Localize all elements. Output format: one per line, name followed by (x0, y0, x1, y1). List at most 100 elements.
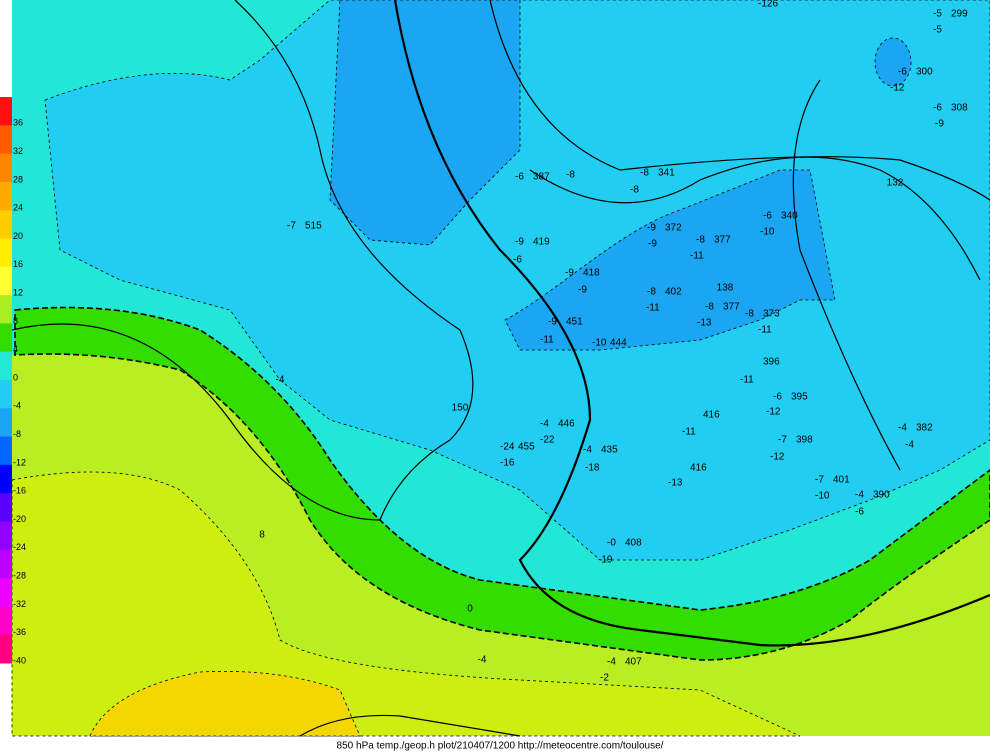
station-temp: -12 (770, 452, 785, 463)
station-temp: -9 (647, 223, 656, 234)
colorbar-swatch (0, 153, 12, 183)
station-temp: -12 (890, 83, 905, 94)
station-temp: -9 (515, 237, 524, 248)
station-height: 416 (703, 410, 720, 421)
station-temp: -11 (690, 251, 704, 262)
colorbar-label: 20 (13, 231, 23, 241)
colorbar-label: 12 (13, 287, 23, 297)
colorbar-swatch (0, 521, 12, 551)
contour-label: -4 (478, 655, 487, 666)
colorbar-label: 16 (13, 259, 23, 269)
station-height: 395 (791, 392, 808, 403)
station-temp: -4 (898, 423, 907, 434)
station-temp: -5 (933, 25, 942, 36)
geopotential-lines (11, 0, 990, 737)
colorbar-label: -24 (13, 542, 26, 552)
zone-minus4-to-minus8 (44, 0, 990, 561)
station-temp: -18 (585, 463, 600, 474)
station-height: 396 (763, 357, 780, 368)
station-temp: -22 (540, 435, 555, 446)
contour-labels: 0 -4 -4 8 150 132 138 -126 (259, 0, 904, 666)
zone-minus8 (329, 0, 521, 246)
station-height: 398 (796, 435, 813, 446)
station-height: 377 (723, 302, 740, 313)
colorbar-label: -8 (13, 429, 21, 439)
station-height: 340 (781, 211, 798, 222)
station-temp: -6 (933, 103, 942, 114)
station-temp: -4 (583, 445, 592, 456)
colorbar-label: 8 (13, 316, 18, 326)
station-height: 401 (833, 475, 850, 486)
station-temp: -11 (682, 427, 696, 438)
station-temp: -9 (565, 268, 574, 279)
colorbar-swatch (0, 493, 12, 522)
station-temp: -5 (933, 9, 942, 20)
colorbar-label: -16 (13, 486, 26, 496)
station-height: 446 (558, 419, 575, 430)
station-temp: -4 (607, 657, 616, 668)
station-temp: -11 (540, 335, 554, 346)
station-temp: -11 (740, 375, 754, 386)
colorbar-label: 4 (13, 344, 18, 354)
colorbar-swatch (0, 323, 12, 353)
station-height: 455 (518, 442, 535, 453)
colorbar-swatch (0, 181, 12, 211)
station-plots: -5 299 -5 -6 300 -12 -6 308 -9 -6 340 -10 -9 372 -9 -8 3… (287, 9, 968, 684)
station-height: 373 (763, 309, 780, 320)
station-height: 402 (665, 287, 682, 298)
station-height: 435 (601, 445, 618, 456)
station-temp: -7 (778, 435, 787, 446)
isohypse (489, 0, 990, 201)
station-height: 418 (583, 268, 600, 279)
colorbar-label: 24 (13, 203, 23, 213)
isohypse (529, 156, 981, 281)
colorbar-label: -32 (13, 599, 26, 609)
colorbar-label: -36 (13, 627, 26, 637)
station-temp: -6 (513, 255, 522, 266)
colorbar-swatch (0, 436, 12, 466)
station-height: 308 (951, 103, 968, 114)
station-temp: -7 (287, 221, 296, 232)
station-temp: -12 (766, 407, 781, 418)
colorbar-label: -40 (13, 655, 26, 665)
zone-8-to-12 (11, 471, 801, 737)
station-temp: -8 (640, 168, 649, 179)
station-temp: -6 (898, 67, 907, 78)
isohypse (299, 714, 521, 737)
isohypse (234, 0, 474, 521)
caption: 850 hPa temp./geop.h plot/210407/1200 ht… (337, 741, 664, 752)
station-height: 377 (714, 235, 731, 246)
station-height: 419 (533, 237, 550, 248)
isohypse (11, 323, 381, 521)
zone-0-to-4 (14, 306, 990, 661)
station-temp: -4 (540, 419, 549, 430)
isohypse (393, 0, 990, 647)
station-temp: -4 (905, 440, 914, 451)
station-temp: -2 (600, 673, 609, 684)
colorbar-swatch (0, 634, 12, 664)
station-height: 341 (658, 168, 675, 179)
station-temp: -8 (696, 235, 705, 246)
station-temp: -13 (697, 318, 712, 329)
colorbar-swatch (0, 408, 12, 438)
station-temp: -10 (760, 227, 775, 238)
station-height: 408 (625, 538, 642, 549)
station-temp: -0 (607, 538, 616, 549)
station-temp: -8 (705, 302, 714, 313)
contour-label: 132 (887, 178, 904, 189)
station-temp: -6 (773, 392, 782, 403)
colorbar-swatch (0, 125, 12, 155)
contour-label: -126 (758, 0, 778, 10)
station-temp: -11 (758, 325, 772, 336)
station-height: 407 (625, 657, 642, 668)
colorbar-swatch (0, 238, 12, 268)
station-temp: -16 (500, 458, 515, 469)
station-temp: -11 (646, 303, 660, 314)
contour-label: 138 (717, 283, 734, 294)
colorbar-label: 32 (13, 146, 23, 156)
colorbar-label: -4 (13, 401, 21, 411)
station-temp: -9 (648, 239, 657, 250)
colorbar-label: 28 (13, 174, 23, 184)
zone-minus8 (874, 37, 912, 87)
